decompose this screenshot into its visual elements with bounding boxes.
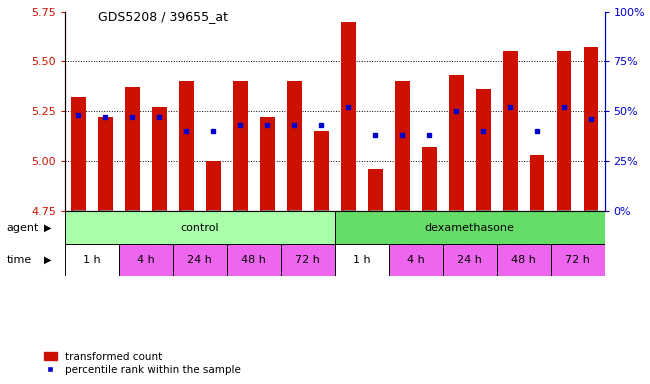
Text: GSM651324: GSM651324	[370, 211, 380, 257]
Text: GSM651316: GSM651316	[452, 211, 461, 257]
Bar	[497, 244, 551, 276]
Text: GSM651312: GSM651312	[236, 211, 245, 257]
Text: GSM651322: GSM651322	[263, 211, 272, 257]
Bar	[443, 244, 497, 276]
Text: GSM651326: GSM651326	[478, 211, 488, 257]
Text: GSM651314: GSM651314	[344, 211, 353, 257]
Bar	[281, 244, 335, 276]
Bar	[152, 108, 167, 211]
Bar	[368, 169, 383, 211]
Text: GSM651320: GSM651320	[155, 211, 164, 257]
Text: GSM651317: GSM651317	[506, 211, 515, 257]
Text: 4 h: 4 h	[407, 255, 424, 265]
Text: GSM651309: GSM651309	[74, 211, 83, 258]
Text: GSM651321: GSM651321	[209, 211, 218, 257]
Bar	[395, 81, 410, 211]
Text: GSM651311: GSM651311	[182, 211, 191, 257]
Text: GSM651313: GSM651313	[290, 211, 299, 257]
Bar	[341, 22, 356, 211]
Text: 24 h: 24 h	[457, 255, 482, 265]
Text: ▶: ▶	[44, 222, 52, 233]
Bar	[206, 161, 221, 211]
Bar	[448, 75, 463, 211]
Bar	[556, 51, 571, 211]
Text: ▶: ▶	[44, 255, 52, 265]
Text: GDS5208 / 39655_at: GDS5208 / 39655_at	[98, 10, 228, 23]
Bar	[530, 155, 545, 211]
Bar	[227, 244, 281, 276]
Text: 48 h: 48 h	[241, 255, 266, 265]
Bar	[65, 244, 119, 276]
Text: GSM651318: GSM651318	[560, 211, 569, 257]
Bar	[119, 244, 173, 276]
Bar	[502, 51, 517, 211]
Text: GSM651319: GSM651319	[101, 211, 110, 257]
Bar	[71, 98, 86, 211]
Text: GSM651327: GSM651327	[532, 211, 541, 257]
Bar	[584, 48, 599, 211]
Text: GSM651328: GSM651328	[586, 211, 595, 257]
Bar	[335, 244, 389, 276]
Text: agent: agent	[6, 222, 39, 233]
Text: GSM651323: GSM651323	[317, 211, 326, 257]
Bar	[287, 81, 302, 211]
Text: GSM651310: GSM651310	[128, 211, 137, 257]
Text: GSM651315: GSM651315	[398, 211, 407, 257]
Bar	[65, 211, 335, 244]
Legend: transformed count, percentile rank within the sample: transformed count, percentile rank withi…	[44, 352, 241, 375]
Text: 48 h: 48 h	[511, 255, 536, 265]
Bar	[335, 211, 604, 244]
Bar	[179, 81, 194, 211]
Text: 1 h: 1 h	[353, 255, 370, 265]
Bar	[551, 244, 604, 276]
Bar	[98, 118, 113, 211]
Bar	[233, 81, 248, 211]
Bar	[125, 88, 140, 211]
Text: control: control	[181, 222, 219, 233]
Text: 1 h: 1 h	[83, 255, 101, 265]
Bar	[389, 244, 443, 276]
Text: GSM651325: GSM651325	[424, 211, 434, 257]
Bar	[422, 147, 437, 211]
Bar	[173, 244, 227, 276]
Text: 4 h: 4 h	[137, 255, 155, 265]
Text: dexamethasone: dexamethasone	[424, 222, 515, 233]
Bar	[476, 89, 491, 211]
Bar	[314, 131, 329, 211]
Text: 72 h: 72 h	[295, 255, 320, 265]
Text: 24 h: 24 h	[187, 255, 213, 265]
Text: 72 h: 72 h	[565, 255, 590, 265]
Text: time: time	[6, 255, 32, 265]
Bar	[260, 118, 275, 211]
